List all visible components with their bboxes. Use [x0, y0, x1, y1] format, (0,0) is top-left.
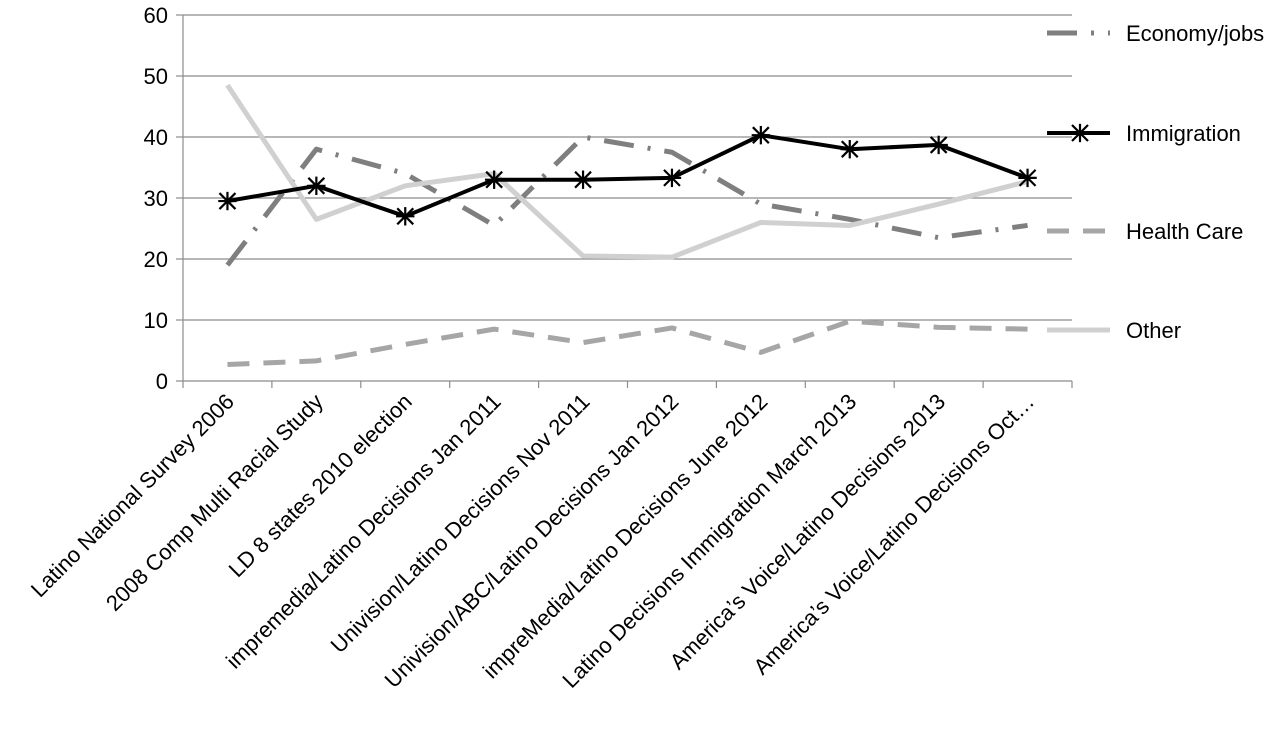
- series-layer: [218, 83, 1037, 368]
- y-tick-label: 50: [144, 64, 168, 89]
- legend-marker-immigration: [1070, 123, 1090, 143]
- data-point-immigration: [840, 140, 859, 159]
- data-point-immigration: [307, 176, 326, 195]
- y-tick-label: 10: [144, 308, 168, 333]
- data-point-immigration: [484, 170, 504, 189]
- series-line-economy-jobs: [225, 134, 1028, 267]
- x-tick-label: LD 8 states 2010 election: [224, 389, 417, 582]
- legend-label-economy-jobs: Economy/jobs: [1126, 21, 1264, 46]
- y-tick-label: 60: [144, 3, 168, 28]
- legend-label-immigration: Immigration: [1126, 121, 1241, 146]
- y-tick-label: 40: [144, 125, 168, 150]
- series-health-care: [227, 318, 1028, 368]
- data-point-immigration: [929, 135, 948, 155]
- y-tick-label: 0: [156, 369, 168, 394]
- series-immigration: [218, 125, 1037, 226]
- y-tick-label: 30: [144, 186, 168, 211]
- y-tick-label: 20: [144, 247, 168, 272]
- data-point-immigration: [218, 191, 237, 211]
- legend-item-economy-jobs: Economy/jobs: [1047, 21, 1264, 46]
- legend-label-health-care: Health Care: [1126, 219, 1243, 244]
- legend-item-health-care: Health Care: [1047, 219, 1243, 244]
- data-point-immigration: [396, 207, 415, 226]
- legend-item-other: Other: [1047, 318, 1181, 343]
- data-point-immigration: [751, 125, 771, 145]
- grid-lines: [183, 14, 1072, 321]
- legend-label-other: Other: [1126, 318, 1181, 343]
- data-point-immigration: [573, 170, 593, 189]
- data-point-immigration: [662, 168, 682, 188]
- data-point-immigration: [1018, 168, 1037, 188]
- series-line-health-care: [227, 318, 1028, 368]
- series-economy-jobs: [225, 134, 1028, 267]
- legend-item-immigration: Immigration: [1047, 121, 1241, 146]
- series-line-immigration: [227, 133, 1029, 219]
- legend: Economy/jobs Immigration Health Care Other: [1047, 21, 1264, 343]
